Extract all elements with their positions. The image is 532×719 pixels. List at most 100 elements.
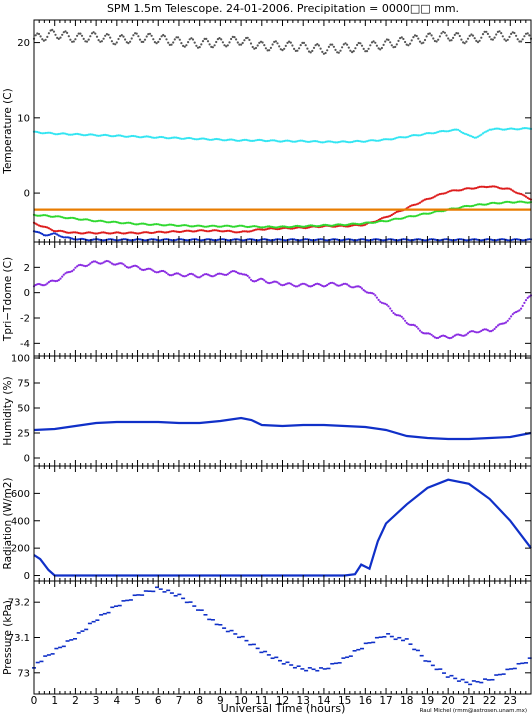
data-point [130,231,133,234]
data-point [182,230,185,233]
data-point [367,291,370,294]
data-point [44,234,47,237]
data-point [246,225,249,229]
data-point [61,33,64,36]
data-point [215,40,218,44]
data-point [137,266,140,269]
data-point [200,229,203,232]
data-point [402,136,405,139]
data-point [516,238,519,241]
data-point [455,189,458,192]
data-point [172,136,175,139]
data-point [39,225,42,228]
data-point [220,272,223,275]
data-point [66,271,69,274]
data-point [417,202,420,205]
data-point [288,238,291,241]
data-point [312,283,316,287]
data-point [243,138,246,141]
data-point [196,224,200,227]
data-point [359,286,362,289]
data-point [450,39,453,42]
data-point [155,223,158,226]
data-point [54,280,57,283]
data-point [97,238,100,241]
data-point [132,134,135,138]
data-point [427,212,430,215]
data-point [57,234,60,237]
data-point [466,187,470,190]
data-point [384,40,387,43]
data-point [230,225,233,228]
data-point [425,132,428,135]
y-tick-label: -4 [20,339,30,350]
data-point [281,225,284,228]
data-point [425,35,428,38]
data-point [241,224,244,227]
data-point [76,265,79,268]
data-point [62,132,65,135]
data-point [39,283,42,286]
data-point [175,36,178,39]
data-point [173,272,176,275]
data-point [501,35,504,38]
data-point [261,226,264,229]
data-point [191,230,195,233]
data-point [210,138,213,141]
data-point [109,232,112,235]
data-point [278,238,281,241]
data-point [445,191,448,194]
data-point [481,203,485,206]
data-point [44,131,47,135]
data-point [465,187,468,190]
data-point [433,195,436,198]
data-point [528,34,531,37]
data-point [206,40,210,43]
data-point [329,224,332,227]
data-point [384,220,387,223]
data-point [443,130,446,133]
data-point [365,50,369,53]
data-point [39,214,42,217]
data-point [163,35,166,38]
data-point [253,225,256,228]
data-point [122,232,125,235]
x-tick-label: 15 [338,695,351,707]
data-point [163,224,166,227]
data-point [351,286,354,289]
data-point [399,136,402,139]
data-point [505,39,508,42]
data-point [274,226,277,229]
data-point [481,33,485,36]
data-point [95,134,99,137]
panel-temperature: 0 10 20 Temperature (C) [2,19,532,243]
data-point [422,199,425,202]
y-tick-label: 100 [11,354,30,365]
data-point [226,224,229,227]
data-point [178,273,181,276]
data-point [523,35,526,38]
data-point [379,139,382,142]
data-point [486,185,489,189]
data-point [74,38,77,41]
data-point [452,335,455,338]
data-point [147,135,150,138]
data-point [432,196,435,199]
data-point [293,140,296,143]
data-point [225,229,228,233]
data-point [211,138,214,141]
data-point [208,43,211,46]
data-point [205,37,208,41]
data-point [442,129,445,133]
data-point [440,334,443,338]
data-point [357,238,360,241]
data-point [276,42,279,45]
data-point [380,46,383,50]
data-point [364,221,367,224]
data-point [269,227,272,230]
data-point [394,211,397,214]
data-point [327,140,330,143]
data-point [256,228,259,231]
data-point [249,225,253,228]
x-axis-label: Universal Time (hours) [221,702,346,715]
